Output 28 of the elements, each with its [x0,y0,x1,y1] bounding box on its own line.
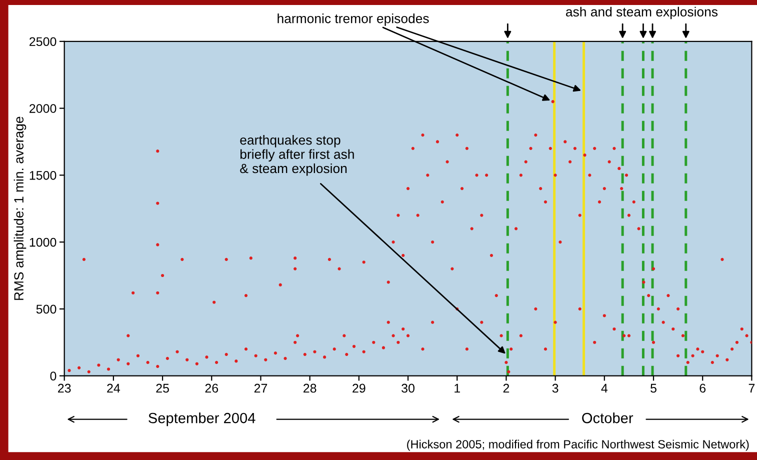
x-tick-label: 24 [107,384,120,393]
y-tick-label: 2500 [30,37,56,46]
x-tick-label: 23 [58,384,71,393]
x-tick-label: 6 [700,384,706,393]
y-tick-label: 1500 [30,170,56,180]
y-axis-title: RMS amplitude: 1 min. average [14,116,26,300]
x-tick-label: 30 [402,384,414,393]
y-tick-label: 1000 [30,238,56,247]
x-tick-label: 2 [503,384,510,393]
x-tick-label: 7 [748,384,755,393]
text: (Hickson 2005; modified from Pacific Northwest Seismic Network) [407,440,749,451]
text: October [582,412,634,424]
x-tick-label: 27 [254,384,268,393]
x-tick-label: 4 [601,384,608,393]
annotation: earthquakes stop briefly after first ash & steam explosion [240,135,354,176]
x-tick-label: 25 [156,384,169,393]
text: ash and steam explosions [566,6,718,20]
y-tick-label: 500 [36,304,56,314]
x-tick-label: 29 [352,384,366,393]
y-tick-label: 2000 [30,104,56,113]
x-tick-label: 26 [205,384,218,393]
x-tick-label: 1 [454,384,460,393]
annotation: harmonic tremor episodes [278,14,429,26]
text: September 2004 [148,412,256,426]
x-tick-label: 3 [552,384,558,393]
x-tick-label: 5 [650,384,656,393]
x-tick-label: 28 [304,384,316,393]
y-tick-label: 0 [50,372,56,380]
